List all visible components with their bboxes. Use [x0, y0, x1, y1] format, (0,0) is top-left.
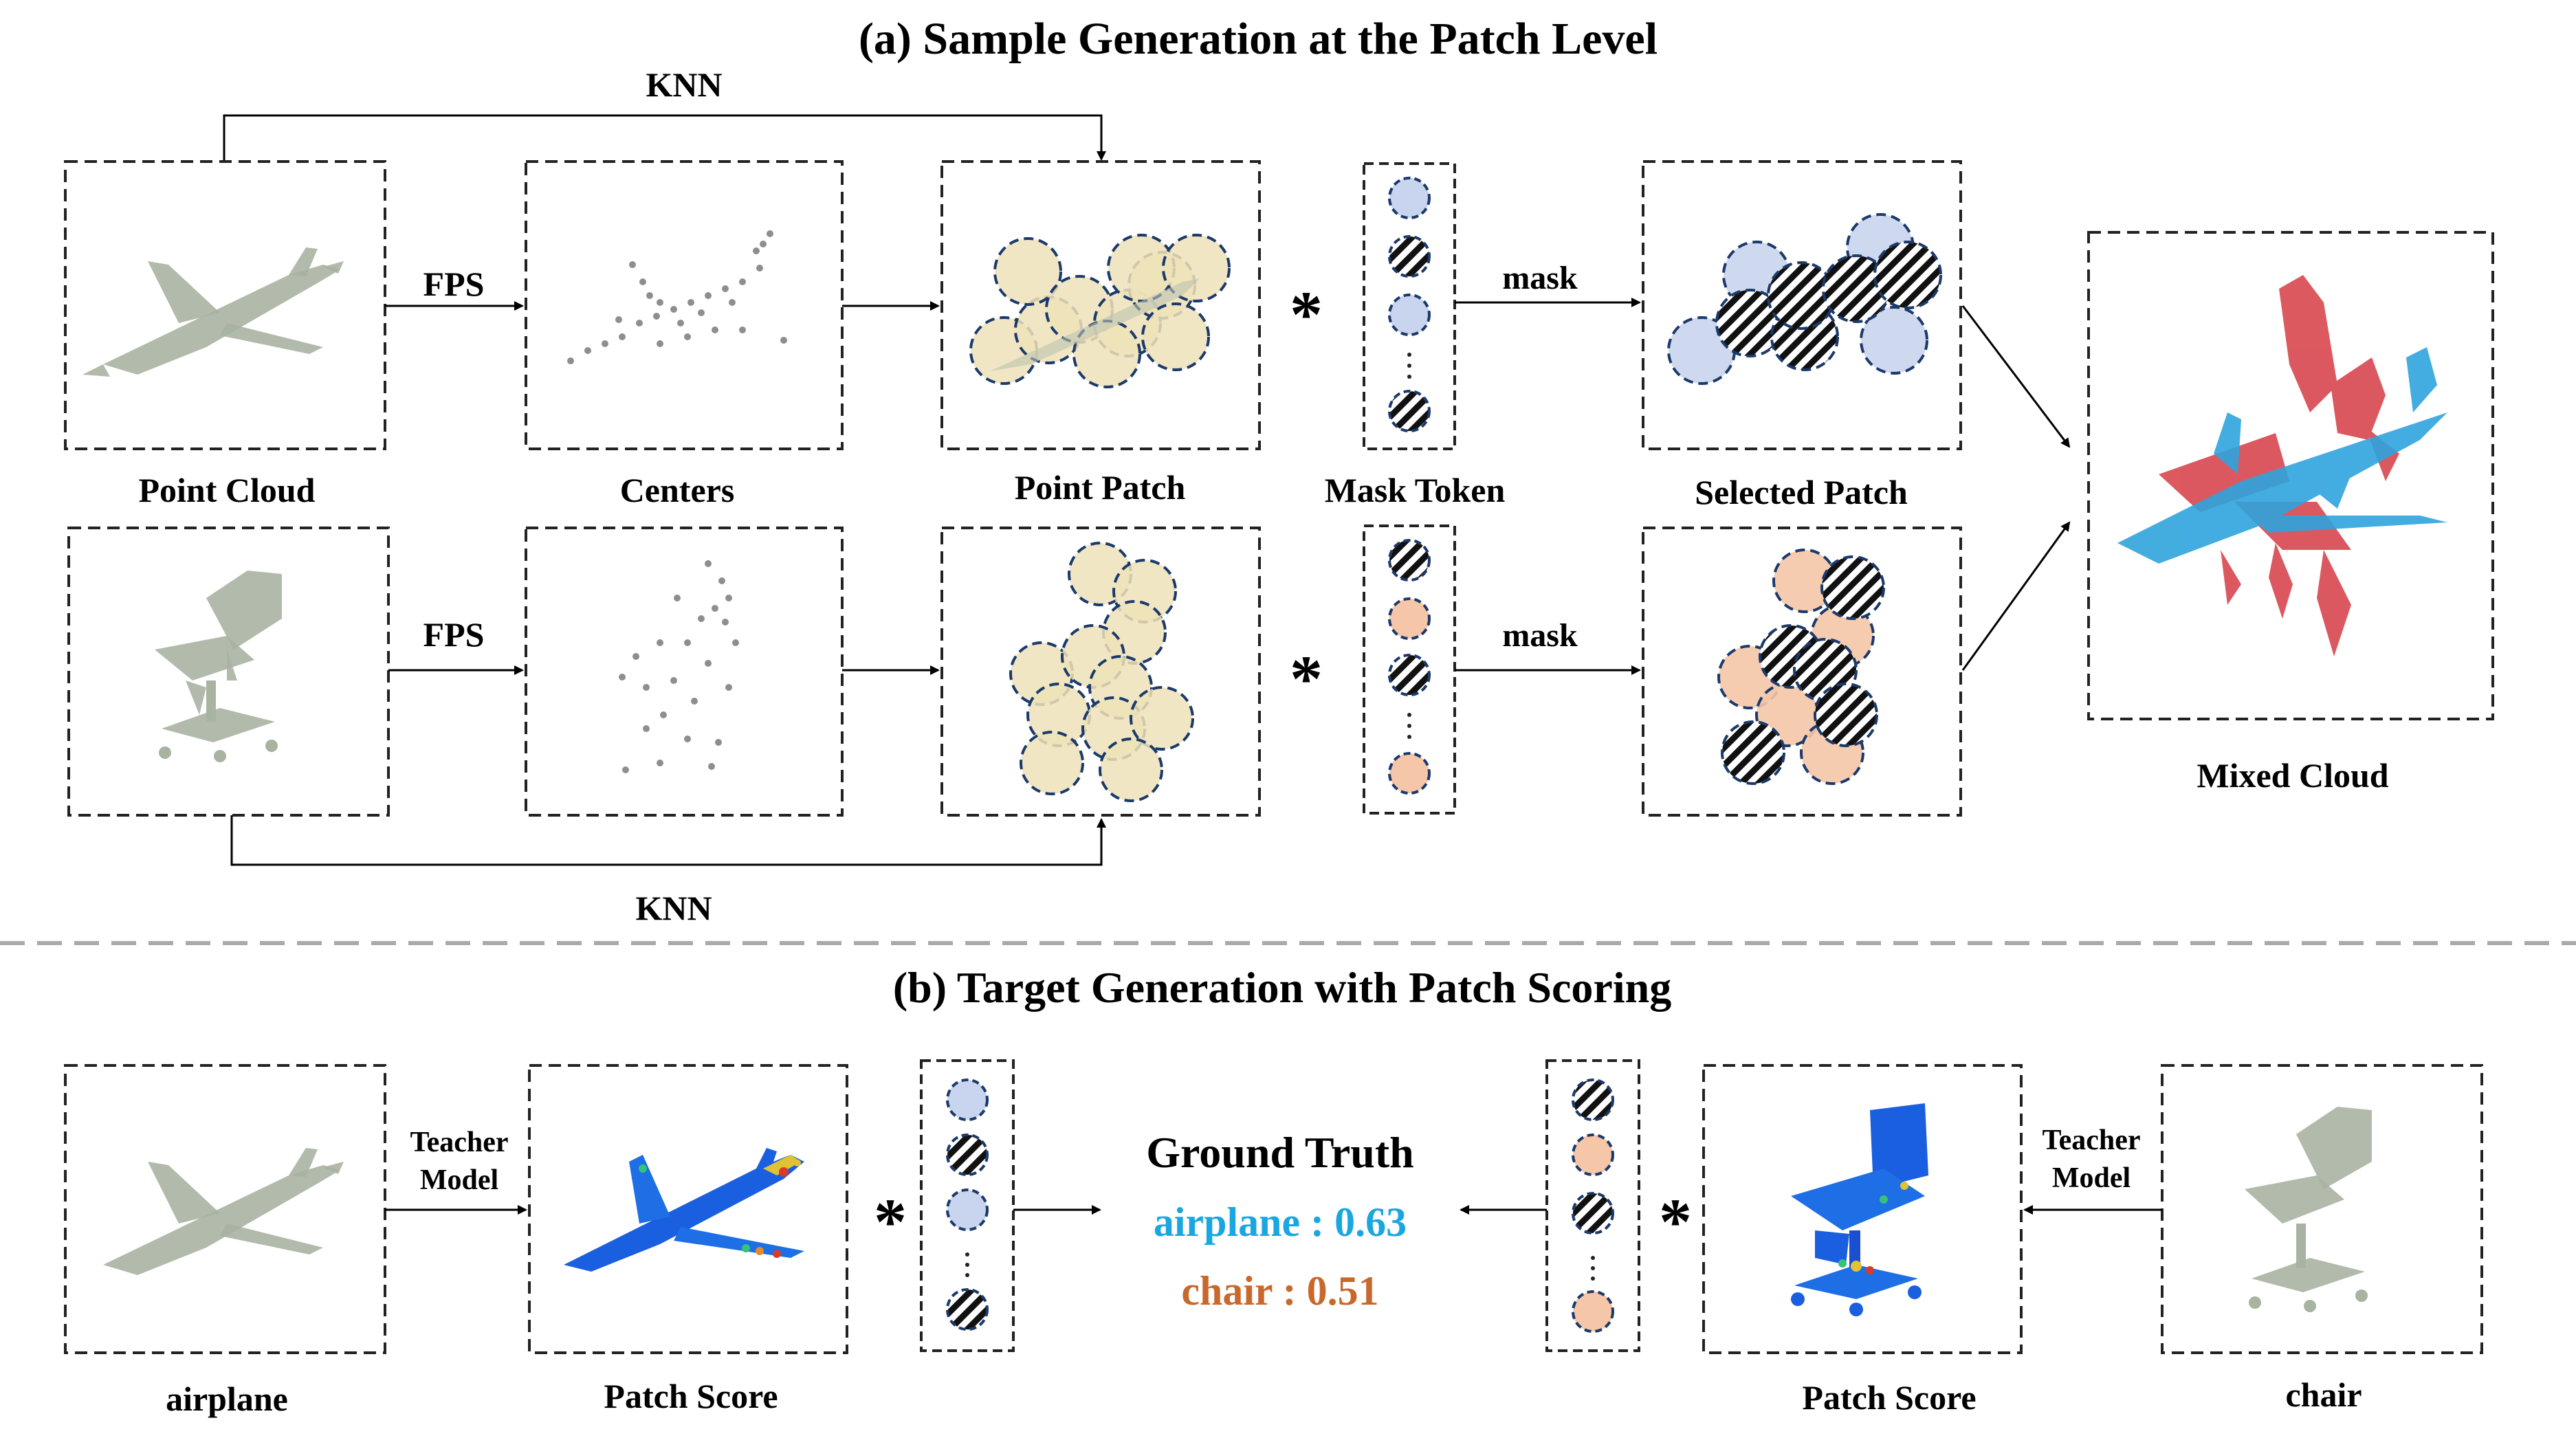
ground-truth-airplane: airplane : 0.63 [1154, 1199, 1407, 1245]
mask-top-label: mask [1502, 260, 1578, 296]
multiply-operator-bottom: * [1290, 642, 1323, 716]
mask-token-top-box [1363, 162, 1456, 450]
centers-chair-icon [619, 560, 739, 773]
centers-airplane-box [525, 160, 844, 450]
selected-patch-label: Selected Patch [1695, 473, 1908, 511]
patch-score-right-label: Patch Score [1802, 1378, 1976, 1417]
mixed-cloud-box [2087, 231, 2494, 720]
patch-score-airplane-box [528, 1064, 848, 1354]
teacher-right-label-line2: Model [2052, 1162, 2131, 1194]
mask-token-bottom-icon [1388, 539, 1431, 795]
knn-top-connector [223, 114, 1106, 162]
heatmap-chair-icon [1791, 1103, 1928, 1316]
multiply-operator-right: * [1659, 1185, 1692, 1259]
chair-point-cloud-icon [155, 571, 282, 762]
point-cloud-airplane-box [64, 160, 386, 450]
mask-token-right-box [1545, 1059, 1640, 1352]
selected-patch-airplane-box [1642, 160, 1962, 450]
point-patch-airplane-icon [969, 234, 1231, 388]
fps-bottom-label: FPS [423, 615, 485, 654]
selected-patch-chair-box [1642, 527, 1962, 817]
airplane-point-cloud-icon [82, 247, 344, 377]
section-a-title: (a) Sample Generation at the Patch Level [859, 14, 1658, 64]
multiply-operator-left: * [874, 1185, 907, 1259]
mask-bottom-label: mask [1502, 617, 1578, 654]
heatmap-airplane-icon [564, 1148, 804, 1272]
teacher-right-label-line1: Teacher [2042, 1125, 2140, 1156]
selected-to-mixed-top-arrow [1961, 305, 2071, 448]
ground-truth-chair: chair : 0.51 [1181, 1268, 1378, 1314]
selected-to-mixed-bottom-arrow [1961, 521, 2071, 671]
point-patch-chair-box [940, 527, 1261, 817]
knn-bottom-label: KNN [635, 889, 712, 927]
mask-token-left-icon [946, 1079, 989, 1331]
patch-score-left-label: Patch Score [604, 1377, 778, 1415]
airplane-label: airplane [166, 1380, 288, 1418]
point-patch-chair-icon [1009, 542, 1194, 802]
centers-airplane-icon [567, 230, 787, 364]
selected-patch-airplane-icon [1667, 213, 1942, 385]
knn-bottom-connector [230, 815, 1106, 866]
mask-token-label: Mask Token [1325, 471, 1506, 509]
teacher-left-label-line2: Model [420, 1164, 498, 1196]
centers-chair-box [525, 527, 844, 817]
mask-token-left-box [920, 1059, 1015, 1352]
teacher-left-label-line1: Teacher [410, 1127, 508, 1158]
centers-label: Centers [620, 471, 735, 509]
point-patch-label: Point Patch [1015, 468, 1186, 507]
chair-label: chair [2285, 1375, 2362, 1414]
mixed-cloud-label: Mixed Cloud [2197, 756, 2388, 795]
point-cloud-chair-box [67, 527, 390, 817]
chair-box [2161, 1064, 2483, 1354]
multiply-operator-top: * [1290, 278, 1323, 351]
selected-patch-chair-icon [1717, 549, 1885, 785]
fps-top-label: FPS [423, 265, 485, 303]
section-b-title: (b) Target Generation with Patch Scoring [893, 963, 1671, 1012]
ground-truth-title: Ground Truth [1146, 1128, 1414, 1177]
knn-top-label: KNN [646, 65, 722, 104]
point-cloud-label: Point Cloud [138, 471, 315, 509]
mask-token-top-icon [1388, 177, 1431, 432]
patch-score-chair-box [1702, 1064, 2023, 1354]
chair-point-cloud-icon-b [2245, 1107, 2372, 1312]
point-patch-airplane-box [940, 160, 1261, 450]
airplane-point-cloud-icon-b [103, 1148, 344, 1275]
mask-token-right-icon [1572, 1079, 1614, 1333]
mixed-cloud-icon [2117, 275, 2447, 656]
